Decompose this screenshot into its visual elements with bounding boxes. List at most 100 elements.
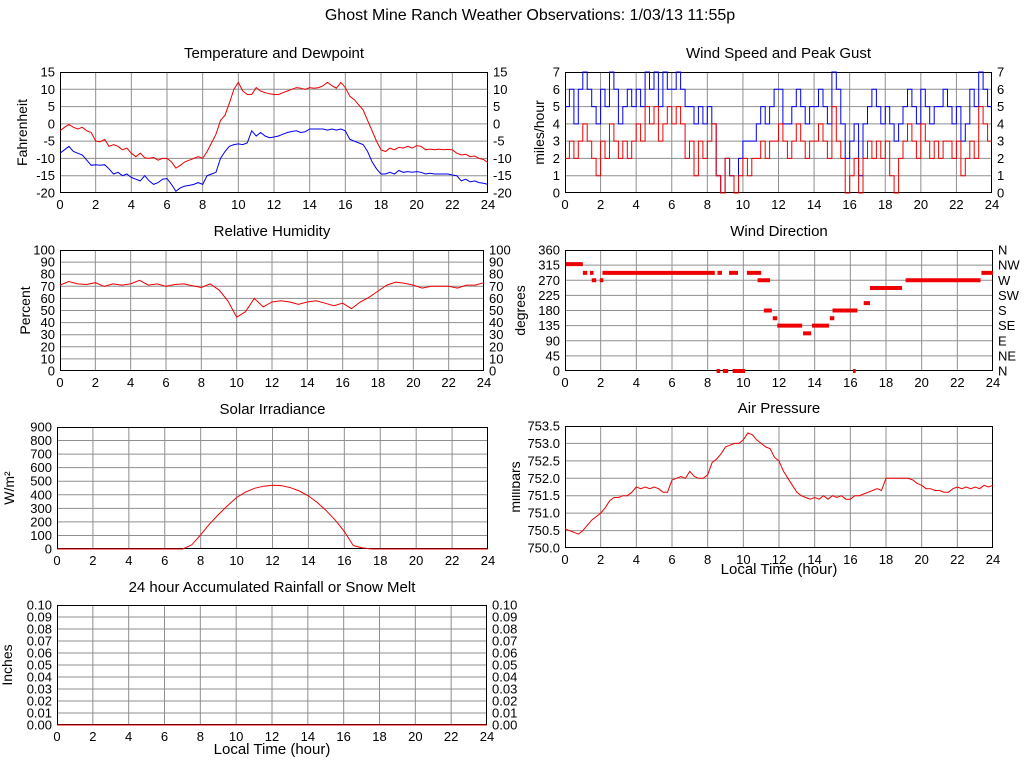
plot-border xyxy=(565,72,992,193)
y-tick-label-right: 3 xyxy=(997,134,1004,149)
y-tick-label-right: 40 xyxy=(489,315,503,330)
x-tick-label: 6 xyxy=(668,375,675,390)
x-tick-label: 6 xyxy=(668,552,675,567)
y-tick-label-right: N xyxy=(998,364,1007,379)
chart-title: Solar Irradiance xyxy=(220,401,326,418)
y-tick-label-left: 800 xyxy=(30,433,52,448)
y-tick-label-left: 752.5 xyxy=(527,453,560,468)
series-dewpoint xyxy=(59,128,489,193)
y-tick-label-left: 700 xyxy=(30,447,52,462)
y-tick-label-right: 70 xyxy=(489,279,503,294)
chart-title: Relative Humidity xyxy=(214,223,331,240)
y-tick-label-right: 0.01 xyxy=(492,706,517,721)
y-tick-label-right: 7 xyxy=(997,65,1004,80)
y-tick-label-left: 0.04 xyxy=(27,670,52,685)
x-tick-label: 16 xyxy=(335,375,349,390)
y-tick-label-left: 10 xyxy=(41,351,55,366)
y-tick-label-left: 400 xyxy=(30,487,52,502)
y-tick-label-left: 1 xyxy=(553,168,560,183)
x-tick-label: 8 xyxy=(199,197,206,212)
x-tick-label: 18 xyxy=(371,375,385,390)
x-tick-label: 2 xyxy=(92,375,99,390)
x-tick-label: 0 xyxy=(56,197,63,212)
x-tick-label: 0 xyxy=(561,552,568,567)
series-solar-irradiance xyxy=(57,484,488,550)
x-tick-label: 20 xyxy=(409,553,423,568)
y-tick-label-right: 0.09 xyxy=(492,610,517,625)
x-tick-label: 4 xyxy=(125,553,132,568)
x-tick-label: 16 xyxy=(338,197,352,212)
series-relative-humidity xyxy=(59,279,485,318)
y-tick-label-left: 4 xyxy=(553,116,560,131)
x-tick-label: 14 xyxy=(807,552,821,567)
x-tick-label: 16 xyxy=(843,375,857,390)
x-tick-label: 2 xyxy=(89,553,96,568)
plot-border xyxy=(60,250,484,371)
y-tick-label-right: NE xyxy=(998,348,1016,363)
y-tick-label-left: 0.00 xyxy=(27,718,52,733)
x-tick-label: 18 xyxy=(878,197,892,212)
chart-title: Air Pressure xyxy=(738,400,821,417)
x-tick-label: 20 xyxy=(409,197,423,212)
x-tick-label: 12 xyxy=(265,729,279,744)
x-tick-label: 20 xyxy=(408,729,422,744)
x-tick-label: 4 xyxy=(633,197,640,212)
y-tick-label-right: 20 xyxy=(489,339,503,354)
x-tick-label: 24 xyxy=(481,197,495,212)
y-tick-label-right: S xyxy=(998,303,1007,318)
x-axis-label: Local Time (hour) xyxy=(721,561,838,578)
x-tick-label: 14 xyxy=(807,375,821,390)
x-tick-label: 6 xyxy=(668,197,675,212)
x-tick-label: 24 xyxy=(986,375,1000,390)
x-tick-label: 16 xyxy=(336,729,350,744)
y-tick-label-left: 5 xyxy=(553,99,560,114)
y-tick-label-left: -10 xyxy=(36,151,55,166)
y-tick-label-right: SW xyxy=(998,288,1020,303)
y-axis-label: Percent xyxy=(17,286,33,334)
y-tick-label-left: 3 xyxy=(553,134,560,149)
x-tick-label: 10 xyxy=(229,375,243,390)
x-tick-label: 10 xyxy=(736,197,750,212)
y-tick-label-left: 60 xyxy=(41,291,55,306)
x-tick-label: 12 xyxy=(265,375,279,390)
x-tick-label: 0 xyxy=(53,553,60,568)
y-tick-label-left: 20 xyxy=(41,339,55,354)
y-tick-label-right: 90 xyxy=(489,255,503,270)
y-tick-label-left: 100 xyxy=(30,528,52,543)
x-tick-label: 10 xyxy=(736,552,750,567)
y-tick-label-left: 70 xyxy=(41,279,55,294)
y-tick-label-left: 270 xyxy=(538,273,560,288)
y-tick-label-left: 500 xyxy=(30,474,52,489)
x-tick-label: 12 xyxy=(267,197,281,212)
x-tick-label: 14 xyxy=(807,197,821,212)
y-tick-label-right: 1 xyxy=(997,168,1004,183)
y-tick-label-left: 180 xyxy=(538,303,560,318)
y-tick-label-left: -5 xyxy=(43,134,55,149)
x-tick-label: 14 xyxy=(302,197,316,212)
y-tick-label-left: 6 xyxy=(553,82,560,97)
x-tick-label: 24 xyxy=(480,729,494,744)
series-wind-speed xyxy=(565,106,992,194)
x-tick-label: 16 xyxy=(842,197,856,212)
y-tick-label-left: 0 xyxy=(553,364,560,379)
y-tick-label-left: 0.06 xyxy=(27,646,52,661)
y-tick-label-right: 0 xyxy=(493,116,500,131)
x-tick-label: 6 xyxy=(161,729,168,744)
x-tick-label: 4 xyxy=(127,375,134,390)
y-tick-label-right: 60 xyxy=(489,291,503,306)
x-tick-label: 10 xyxy=(231,197,245,212)
x-tick-label: 22 xyxy=(950,552,964,567)
x-tick-label: 24 xyxy=(986,552,1000,567)
y-tick-label-right: 10 xyxy=(493,82,507,97)
y-axis-label: Fahrenheit xyxy=(14,99,30,166)
y-tick-label-left: 30 xyxy=(41,327,55,342)
x-tick-label: 12 xyxy=(265,553,279,568)
x-tick-label: 10 xyxy=(229,553,243,568)
y-tick-label-left: 300 xyxy=(30,501,52,516)
x-tick-label: 2 xyxy=(597,552,604,567)
y-tick-label-left: 100 xyxy=(33,243,55,258)
y-tick-label-left: 0.03 xyxy=(27,682,52,697)
